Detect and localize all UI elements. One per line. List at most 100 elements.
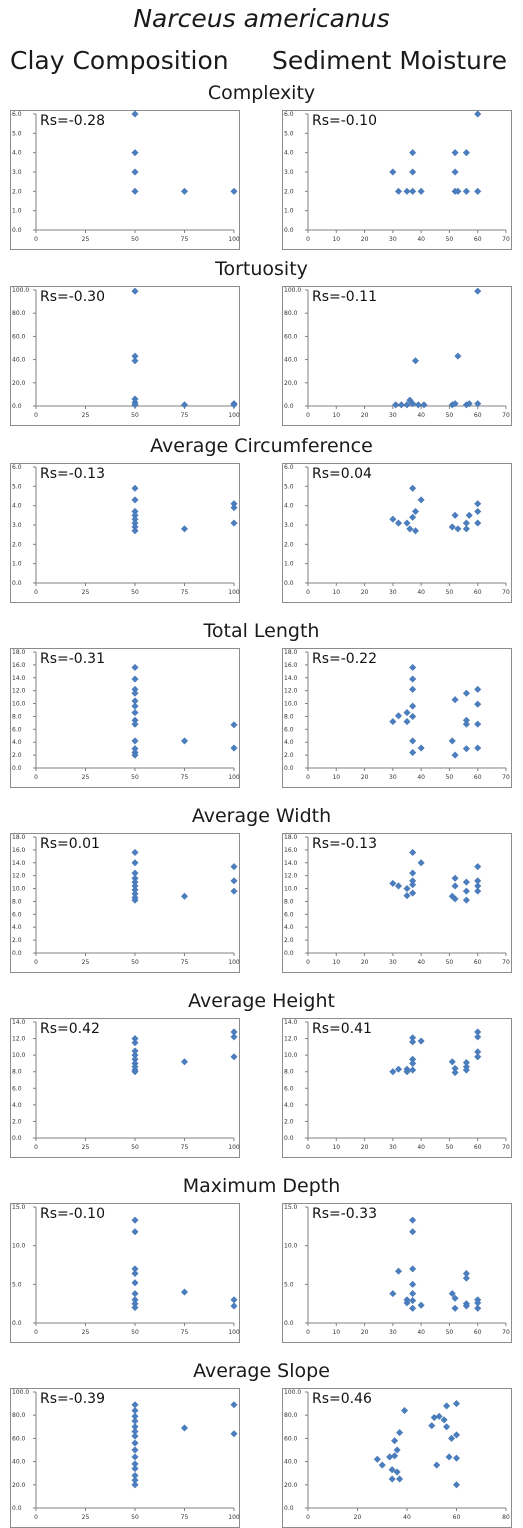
data-point bbox=[420, 401, 428, 409]
data-point bbox=[462, 720, 470, 728]
data-point bbox=[440, 1416, 448, 1424]
x-tick-label: 20 bbox=[361, 236, 369, 243]
data-point bbox=[131, 187, 139, 195]
rs-annotation: Rs=-0.28 bbox=[40, 113, 105, 129]
x-tick-label: 100 bbox=[228, 774, 240, 781]
data-point bbox=[448, 1290, 456, 1298]
x-tick-label: 100 bbox=[228, 412, 240, 419]
data-point bbox=[395, 1429, 404, 1437]
data-point bbox=[131, 896, 139, 904]
rs-annotation: Rs=-0.13 bbox=[40, 466, 105, 482]
data-point bbox=[403, 708, 411, 717]
data-point bbox=[389, 515, 397, 523]
data-point bbox=[230, 1033, 238, 1041]
x-tick-label: 40 bbox=[417, 1329, 425, 1336]
x-tick-label: 70 bbox=[502, 959, 510, 966]
y-tick-label: 4.0 bbox=[12, 924, 22, 931]
panel-border bbox=[282, 833, 512, 973]
data-point bbox=[131, 1269, 139, 1278]
y-tick-label: 5.0 bbox=[12, 483, 22, 490]
data-point bbox=[230, 863, 238, 871]
x-tick-label: 100 bbox=[228, 1144, 240, 1151]
data-point bbox=[474, 685, 482, 693]
scatter-panel: 0.0 20.0 40.0 60.0 80.0 100.0 0 20 40 60 80 Rs=0.46 bbox=[282, 1388, 512, 1528]
data-point bbox=[403, 187, 411, 195]
y-tick-label: 8.0 bbox=[284, 1069, 294, 1076]
x-tick-label: 40 bbox=[417, 412, 425, 419]
data-point bbox=[409, 748, 417, 757]
y-tick-label: 18.0 bbox=[12, 649, 26, 656]
data-point bbox=[131, 720, 139, 728]
y-tick-label: 15.0 bbox=[284, 1204, 298, 1211]
y-tick-label: 16.0 bbox=[284, 662, 298, 669]
y-tick-label: 3.0 bbox=[12, 169, 22, 176]
data-point bbox=[394, 187, 403, 195]
data-point bbox=[131, 1432, 139, 1440]
data-point bbox=[462, 187, 470, 195]
y-tick-label: 80.0 bbox=[12, 1412, 26, 1419]
y-tick-label: 4.0 bbox=[284, 503, 294, 510]
x-tick-label: 30 bbox=[389, 1329, 397, 1336]
y-tick-label: 60.0 bbox=[12, 333, 26, 340]
data-point bbox=[452, 1400, 461, 1408]
y-tick-label: 20.0 bbox=[284, 1482, 298, 1489]
chart-title: Maximum Depth bbox=[182, 1175, 341, 1197]
x-tick-label: 20 bbox=[354, 1514, 362, 1521]
x-tick-label: 10 bbox=[332, 774, 340, 781]
scatter-panel: 0.0 2.0 4.0 6.0 8.0 10.0 12.0 14.0 16.0 18.0 0 25 50… bbox=[10, 833, 240, 973]
panel-border bbox=[282, 286, 512, 426]
data-point bbox=[474, 287, 482, 295]
data-point bbox=[131, 527, 139, 535]
x-tick-label: 10 bbox=[332, 1144, 340, 1151]
y-tick-label: 1.0 bbox=[284, 561, 294, 568]
data-point bbox=[474, 887, 482, 895]
x-tick-label: 70 bbox=[502, 1329, 510, 1336]
data-point bbox=[448, 737, 456, 745]
data-point bbox=[474, 187, 482, 195]
rs-annotation: Rs=-0.10 bbox=[40, 1206, 105, 1222]
rs-annotation: Rs=-0.13 bbox=[312, 836, 377, 852]
data-point bbox=[403, 1299, 411, 1307]
y-tick-label: 60.0 bbox=[284, 1435, 298, 1442]
rs-annotation: Rs=0.01 bbox=[40, 836, 100, 852]
x-tick-label: 75 bbox=[181, 589, 189, 596]
y-tick-label: 4.0 bbox=[284, 1102, 294, 1109]
y-tick-label: 10.0 bbox=[284, 1052, 298, 1059]
data-point bbox=[131, 1279, 139, 1287]
y-tick-label: 5.0 bbox=[284, 130, 294, 137]
x-tick-label: 10 bbox=[332, 589, 340, 596]
y-tick-label: 6.0 bbox=[12, 911, 22, 918]
y-tick-label: 16.0 bbox=[284, 847, 298, 854]
y-tick-label: 6.0 bbox=[284, 464, 294, 471]
x-tick-label: 25 bbox=[82, 774, 90, 781]
y-tick-label: 0.0 bbox=[284, 227, 294, 234]
x-tick-label: 30 bbox=[389, 589, 397, 596]
data-point bbox=[409, 187, 417, 195]
x-tick-label: 70 bbox=[502, 589, 510, 596]
x-tick-label: 50 bbox=[446, 1144, 454, 1151]
y-tick-label: 2.0 bbox=[284, 937, 294, 944]
data-point bbox=[388, 1466, 396, 1474]
x-tick-label: 75 bbox=[181, 412, 189, 419]
y-tick-label: 8.0 bbox=[284, 713, 294, 720]
x-tick-label: 60 bbox=[474, 236, 482, 243]
data-point bbox=[462, 1066, 470, 1074]
y-tick-label: 0.0 bbox=[12, 403, 22, 410]
scatter-panel: 0.0 20.0 40.0 60.0 80.0 100.0 0 25 50 75 100 Rs=-0.… bbox=[10, 286, 240, 426]
data-point bbox=[403, 884, 411, 893]
data-point bbox=[409, 702, 417, 710]
data-point bbox=[445, 1453, 453, 1461]
data-point bbox=[474, 1033, 482, 1041]
x-tick-label: 50 bbox=[131, 1144, 139, 1151]
chart-title: Complexity bbox=[207, 82, 316, 104]
y-tick-label: 0.0 bbox=[12, 580, 22, 587]
data-point bbox=[409, 1216, 417, 1224]
chart-title: Tortuosity bbox=[215, 258, 308, 280]
data-point bbox=[474, 863, 482, 871]
y-tick-label: 40.0 bbox=[284, 357, 298, 364]
data-point bbox=[409, 1228, 417, 1236]
rs-annotation: Rs=-0.22 bbox=[312, 651, 377, 667]
y-tick-label: 2.0 bbox=[12, 1118, 22, 1125]
data-point bbox=[451, 149, 459, 157]
data-point bbox=[462, 525, 470, 533]
